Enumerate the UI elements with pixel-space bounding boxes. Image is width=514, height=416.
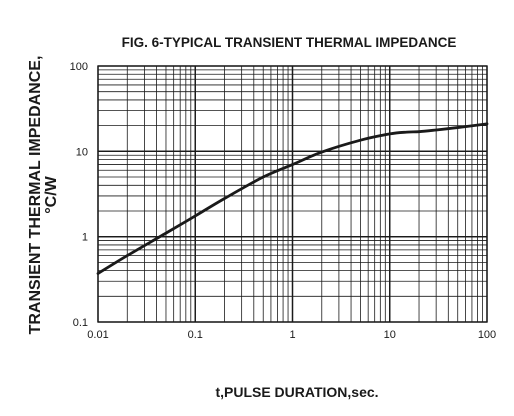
plot-frame	[97, 65, 488, 323]
x-tick-label: 0.01	[87, 329, 108, 341]
y-tick-label: 1	[82, 232, 88, 244]
y-tick-label: 100	[70, 61, 88, 73]
x-tick-label: 100	[478, 329, 496, 341]
y-axis-label: TRANSIENT THERMAL IMPEDANCE,	[27, 56, 44, 335]
grid	[97, 65, 488, 323]
x-tick-label: 10	[384, 329, 396, 341]
curve-layer	[96, 122, 489, 275]
thermal-impedance-curve	[96, 122, 489, 275]
x-axis-label: t,PULSE DURATION,sec.	[215, 384, 378, 400]
y-tick-label: 10	[76, 146, 88, 158]
y-axis-unit-label: °C/W	[43, 175, 60, 213]
chart-title: FIG. 6-TYPICAL TRANSIENT THERMAL IMPEDAN…	[122, 35, 457, 50]
y-tick-label: 0.1	[73, 317, 88, 329]
x-tick-label: 0.1	[188, 329, 203, 341]
x-tick-label: 1	[289, 329, 295, 341]
